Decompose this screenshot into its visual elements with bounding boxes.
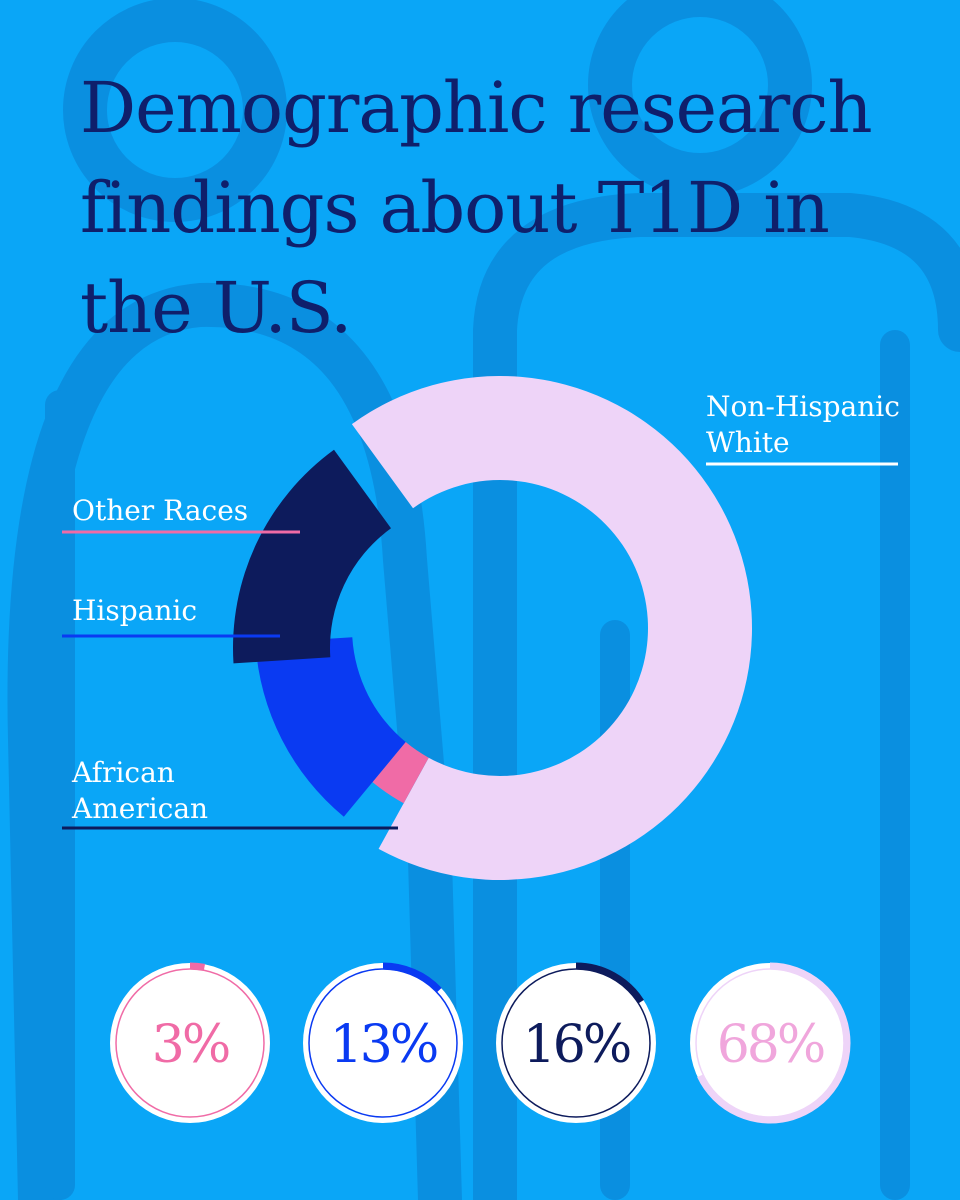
percent-value: 68% — [717, 1015, 824, 1075]
label-non-hispanic-white: Non-Hispanic White — [706, 390, 900, 466]
right-figure-head — [588, 0, 812, 197]
slice-non-hispanic-white — [351, 376, 753, 880]
page-title: Demographic research findings about T1D … — [80, 67, 873, 349]
percent-badge-arc — [697, 962, 851, 1124]
label-hispanic: Hispanic — [62, 594, 280, 638]
left-figure-arm — [45, 390, 75, 1200]
percent-badge-disc — [690, 963, 850, 1123]
left-figure-head — [63, 0, 287, 222]
right-figure-body — [473, 193, 960, 1200]
label-other-races: Other Races — [62, 494, 300, 534]
label-text-hispanic: Hispanic — [72, 594, 197, 627]
slice-other-races — [372, 742, 429, 804]
percent-value: 13% — [330, 1015, 437, 1075]
percent-badge-african-american: 16% — [496, 962, 656, 1123]
label-text-other-races: Other Races — [72, 494, 248, 527]
right-figure-arm — [880, 330, 910, 1200]
label-african-american: African American — [62, 756, 398, 830]
percent-badge-disc — [496, 963, 656, 1123]
percent-value: 3% — [152, 1015, 229, 1075]
percent-badge-hispanic: 13% — [303, 962, 463, 1123]
percent-badge-non-hispanic-white: 68% — [690, 962, 851, 1124]
slice-african-american — [233, 449, 392, 664]
slice-hispanic — [255, 637, 406, 817]
percent-value: 16% — [523, 1015, 630, 1075]
label-text-non-hispanic-white: Non-Hispanic White — [706, 390, 900, 459]
label-text-african-american: African American — [71, 756, 208, 825]
percent-badge-disc — [303, 963, 463, 1123]
percent-badge-arc — [575, 962, 644, 1004]
percent-badge-other-races: 3% — [110, 962, 270, 1123]
percent-badge-disc — [110, 963, 270, 1123]
percent-badge-arc — [189, 962, 206, 971]
percent-badge-arc — [382, 962, 442, 993]
